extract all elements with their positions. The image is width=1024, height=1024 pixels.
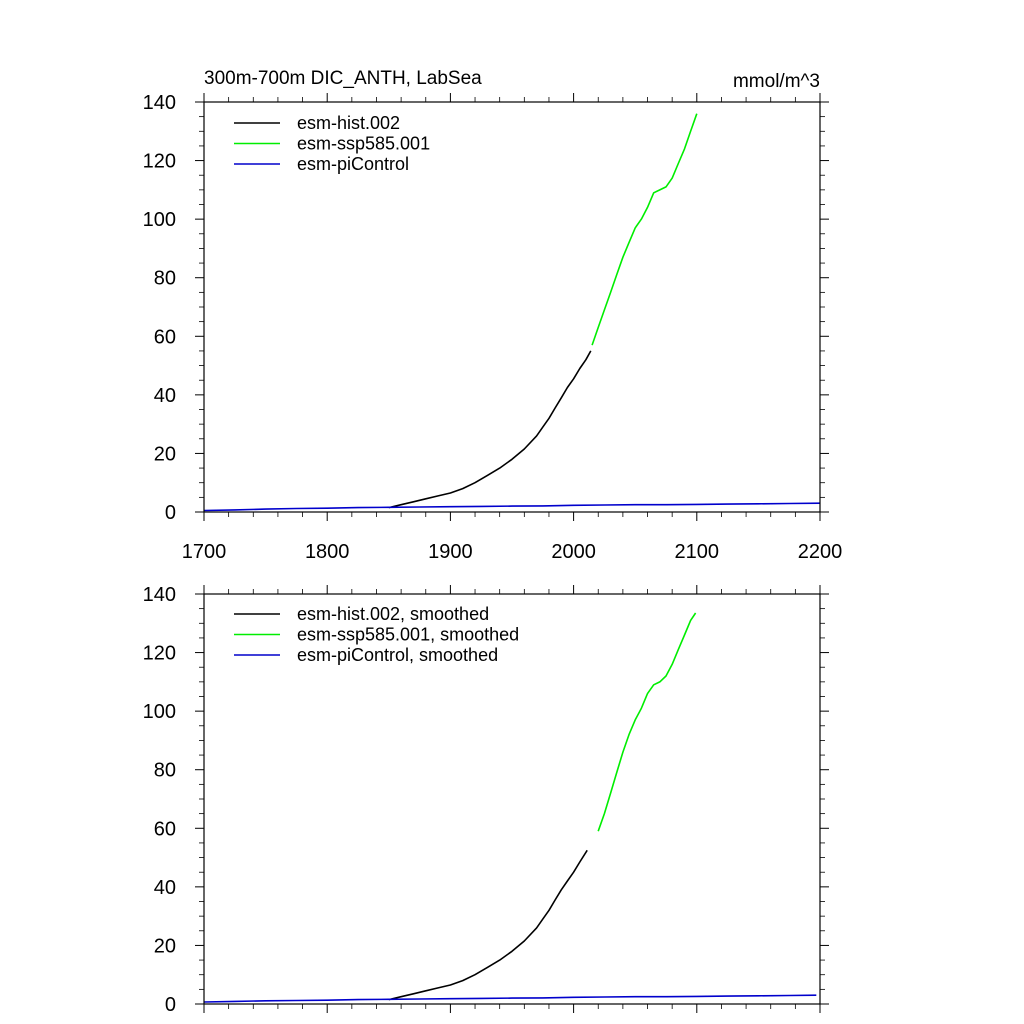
y-tick-label: 100 — [143, 209, 176, 231]
y-tick-label: 80 — [154, 268, 176, 290]
top-panel-axes: 0 20 40 60 80 100 120 140 1700 1800 1900 2000 2100 22… — [143, 92, 843, 563]
y-tick-label: 20 — [154, 443, 176, 465]
series-line-2 — [591, 113, 698, 346]
y-tick-label: 80 — [154, 760, 176, 782]
legend-label: esm-piControl, smoothed — [297, 645, 498, 665]
x-tick-label: 1700 — [182, 541, 227, 563]
x-tick-label: 2100 — [675, 541, 720, 563]
y-tick-label: 120 — [143, 151, 176, 173]
bottom-panel-axes: 0 20 40 60 80 100 120 140 — [143, 584, 829, 1016]
legend-label: esm-ssp585.001 — [297, 134, 430, 154]
y-tick-label: 60 — [154, 326, 176, 348]
x-tick-label: 2200 — [798, 541, 843, 563]
series-line-1 — [388, 849, 588, 1001]
legend-label: esm-ssp585.001, smoothed — [297, 625, 519, 645]
y-tick-label: 100 — [143, 701, 176, 723]
y-tick-label: 60 — [154, 818, 176, 840]
chart-title: 300m-700m DIC_ANTH, LabSea — [204, 68, 482, 89]
legend-label: esm-hist.002, smoothed — [297, 604, 489, 624]
bottom-panel: 0 20 40 60 80 100 120 140 esm-hist.002, smoothe… — [143, 584, 829, 1016]
y-tick-label: 40 — [154, 385, 176, 407]
y-tick-label: 140 — [143, 584, 176, 606]
bottom-panel-series — [203, 612, 817, 1003]
units-label: mmol/m^3 — [733, 71, 820, 92]
series-line-3 — [203, 502, 821, 512]
y-tick-label: 0 — [165, 502, 176, 524]
y-tick-label: 140 — [143, 92, 176, 114]
y-tick-label: 40 — [154, 877, 176, 899]
y-tick-label: 20 — [154, 935, 176, 957]
top-panel-series — [203, 113, 821, 512]
series-line-2 — [597, 612, 697, 832]
series-line-1 — [388, 350, 592, 509]
legend-label: esm-hist.002 — [297, 113, 400, 133]
x-tick-label: 1800 — [305, 541, 350, 563]
x-tick-label: 1900 — [428, 541, 473, 563]
series-line-3 — [203, 994, 817, 1003]
top-panel: 300m-700m DIC_ANTH, LabSea mmol/m^3 0 20 4… — [143, 68, 843, 563]
y-tick-label: 0 — [165, 994, 176, 1016]
x-tick-label: 2000 — [551, 541, 596, 563]
legend-label: esm-piControl — [297, 154, 409, 174]
y-tick-label: 120 — [143, 643, 176, 665]
